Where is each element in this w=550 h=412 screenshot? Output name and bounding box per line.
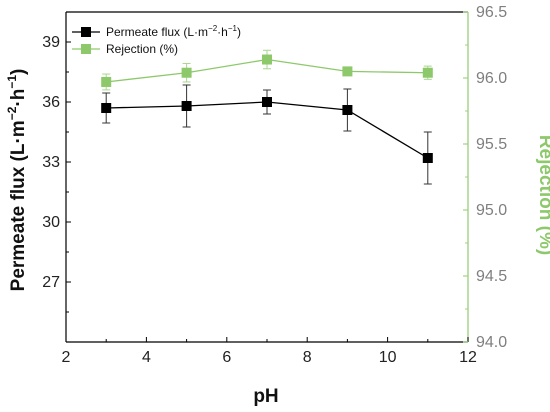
legend-label-mid: ·h <box>217 25 228 39</box>
series-layer <box>101 49 433 185</box>
left-y-tick-label: 36 <box>42 94 60 111</box>
left-y-axis-title-end: ) <box>8 69 29 75</box>
data-point <box>262 54 272 65</box>
plot-frame <box>65 11 469 343</box>
right-y-tick-label: 94.5 <box>476 268 507 285</box>
right-y-tick-label: 95.0 <box>476 202 507 219</box>
data-point <box>422 153 433 163</box>
legend-label: Permeate flux (L·m−2·h−1) <box>106 24 241 39</box>
flux-series <box>101 84 433 185</box>
rejection-series <box>101 49 433 91</box>
legend-marker <box>81 44 91 54</box>
x-tick-label: 10 <box>379 349 397 366</box>
x-axis-title: pH <box>253 386 278 407</box>
left-y-axis-title-sup2: −1 <box>5 75 19 89</box>
data-point <box>181 67 192 78</box>
legend-label-sup: −1 <box>228 24 238 33</box>
right-y-axis-title: Rejection (%) <box>535 135 550 255</box>
left-y-tick-label: 39 <box>42 34 60 51</box>
data-point <box>101 103 112 113</box>
left-y-axis-title-sup1: −2 <box>5 106 19 120</box>
x-tick-label: 2 <box>62 349 71 366</box>
data-point <box>181 101 192 111</box>
legend-marker <box>81 27 91 37</box>
right-y-tick-label: 94.0 <box>476 334 507 351</box>
x-tick-label: 4 <box>142 349 151 366</box>
data-point <box>342 66 353 77</box>
data-point <box>422 67 433 78</box>
legend-label: Rejection (%) <box>106 42 178 56</box>
legend-label-main: Rejection (%) <box>106 42 178 56</box>
right-y-tick-label: 96.5 <box>476 4 507 21</box>
x-tick-label: 6 <box>222 349 231 366</box>
left-y-tick-label: 33 <box>42 154 60 171</box>
data-point <box>101 76 112 87</box>
data-point <box>262 97 272 107</box>
right-y-tick-label: 96.0 <box>476 70 507 87</box>
x-tick-label: 12 <box>459 349 477 366</box>
data-point <box>342 105 353 115</box>
left-y-axis-title-main: Permeate flux (L·m <box>8 120 29 291</box>
right-y-axis-ticks: 94.0 94.5 95.0 95.5 96.0 96.5 <box>463 4 507 351</box>
x-axis-ticks: 2 4 6 8 10 12 <box>62 337 477 366</box>
left-y-axis-ticks: 27 30 33 36 39 <box>42 34 71 313</box>
right-y-tick-label: 95.5 <box>476 136 507 153</box>
legend-item: Rejection (%) <box>72 42 178 56</box>
x-tick-label: 8 <box>303 349 312 366</box>
legend-label-end: ) <box>237 25 241 39</box>
left-y-tick-label: 30 <box>42 214 60 231</box>
legend: Permeate flux (L·m−2·h−1) Rejection (%) <box>72 24 241 56</box>
legend-item: Permeate flux (L·m−2·h−1) <box>72 24 241 39</box>
left-y-tick-label: 27 <box>42 274 60 291</box>
legend-label-main: Permeate flux (L·m <box>106 25 208 39</box>
left-y-axis-title-mid: ·h <box>8 89 29 107</box>
legend-label-sup: −2 <box>208 24 218 33</box>
left-y-axis-title: Permeate flux (L·m−2·h−1) <box>5 69 29 292</box>
